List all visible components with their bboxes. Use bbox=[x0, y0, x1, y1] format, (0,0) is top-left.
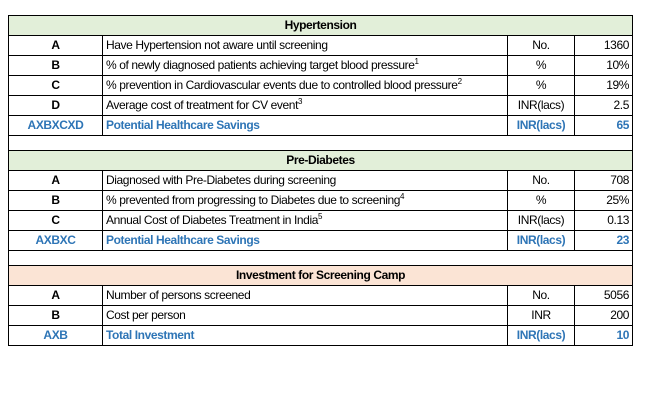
table-row: C Annual Cost of Diabetes Treatment in I… bbox=[8, 210, 634, 231]
row-value: 19% bbox=[573, 75, 634, 96]
total-unit: INR(lacs) bbox=[507, 115, 575, 136]
total-row: AXB Total Investment INR(lacs) 10 bbox=[8, 325, 634, 346]
spacer-row bbox=[7, 250, 634, 266]
total-value: 23 bbox=[573, 230, 634, 251]
total-code: AXBXC bbox=[8, 230, 103, 251]
row-unit: INR(lacs) bbox=[507, 95, 575, 116]
spacer-cell bbox=[7, 135, 634, 151]
table-row: A Diagnosed with Pre-Diabetes during scr… bbox=[8, 170, 634, 191]
row-description: Diagnosed with Pre-Diabetes during scree… bbox=[102, 170, 508, 191]
total-row: AXBXCXD Potential Healthcare Savings INR… bbox=[8, 115, 634, 136]
section-header-investment: Investment for Screening Camp bbox=[7, 265, 634, 286]
row-code: A bbox=[8, 35, 103, 56]
row-code: B bbox=[8, 305, 103, 326]
row-value: 1360 bbox=[573, 35, 634, 56]
total-description: Potential Healthcare Savings bbox=[102, 115, 508, 136]
row-value: 200 bbox=[573, 305, 634, 326]
table-row: C % prevention in Cardiovascular events … bbox=[8, 75, 634, 96]
row-value: 708 bbox=[573, 170, 634, 191]
section-header-hypertension: Hypertension bbox=[7, 15, 634, 36]
table-row: D Average cost of treatment for CV event… bbox=[8, 95, 634, 116]
row-unit: No. bbox=[507, 35, 575, 56]
total-code: AXB bbox=[8, 325, 103, 346]
row-code: A bbox=[8, 170, 103, 191]
row-code: C bbox=[8, 210, 103, 231]
row-code: C bbox=[8, 75, 103, 96]
section-header-pre-diabetes: Pre-Diabetes bbox=[7, 150, 634, 171]
row-unit: INR bbox=[507, 305, 575, 326]
row-description: % of newly diagnosed patients achieving … bbox=[102, 55, 508, 76]
row-value: 0.13 bbox=[573, 210, 634, 231]
row-value: 10% bbox=[573, 55, 634, 76]
row-code: A bbox=[8, 285, 103, 306]
total-row: AXBXC Potential Healthcare Savings INR(l… bbox=[8, 230, 634, 251]
row-unit: % bbox=[507, 190, 575, 211]
table-row: B % prevented from progressing to Diabet… bbox=[8, 190, 634, 211]
total-value: 65 bbox=[573, 115, 634, 136]
row-code: B bbox=[8, 55, 103, 76]
row-unit: INR(lacs) bbox=[507, 210, 575, 231]
row-description: Average cost of treatment for CV event3 bbox=[102, 95, 508, 116]
row-description: % prevented from progressing to Diabetes… bbox=[102, 190, 508, 211]
row-description: Annual Cost of Diabetes Treatment in Ind… bbox=[102, 210, 508, 231]
row-value: 5056 bbox=[573, 285, 634, 306]
section-title: Hypertension bbox=[7, 15, 634, 36]
total-unit: INR(lacs) bbox=[507, 230, 575, 251]
row-description: Have Hypertension not aware until screen… bbox=[102, 35, 508, 56]
row-description: Cost per person bbox=[102, 305, 508, 326]
row-unit: % bbox=[507, 55, 575, 76]
total-unit: INR(lacs) bbox=[507, 325, 575, 346]
table-row: B Cost per person INR 200 bbox=[8, 305, 634, 326]
row-unit: No. bbox=[507, 285, 575, 306]
table-row: B % of newly diagnosed patients achievin… bbox=[8, 55, 634, 76]
total-description: Total Investment bbox=[102, 325, 508, 346]
table-row: A Have Hypertension not aware until scre… bbox=[8, 35, 634, 56]
row-unit: No. bbox=[507, 170, 575, 191]
table-row: A Number of persons screened No. 5056 bbox=[8, 285, 634, 306]
section-title: Investment for Screening Camp bbox=[7, 265, 634, 286]
row-unit: % bbox=[507, 75, 575, 96]
total-code: AXBXCXD bbox=[8, 115, 103, 136]
spacer-row bbox=[7, 135, 634, 151]
total-description: Potential Healthcare Savings bbox=[102, 230, 508, 251]
section-title: Pre-Diabetes bbox=[7, 150, 634, 171]
row-code: B bbox=[8, 190, 103, 211]
row-description: % prevention in Cardiovascular events du… bbox=[102, 75, 508, 96]
row-description: Number of persons screened bbox=[102, 285, 508, 306]
screening-savings-table: Hypertension A Have Hypertension not awa… bbox=[7, 15, 634, 346]
row-code: D bbox=[8, 95, 103, 116]
row-value: 2.5 bbox=[573, 95, 634, 116]
total-value: 10 bbox=[573, 325, 634, 346]
spacer-cell bbox=[7, 250, 634, 266]
row-value: 25% bbox=[573, 190, 634, 211]
